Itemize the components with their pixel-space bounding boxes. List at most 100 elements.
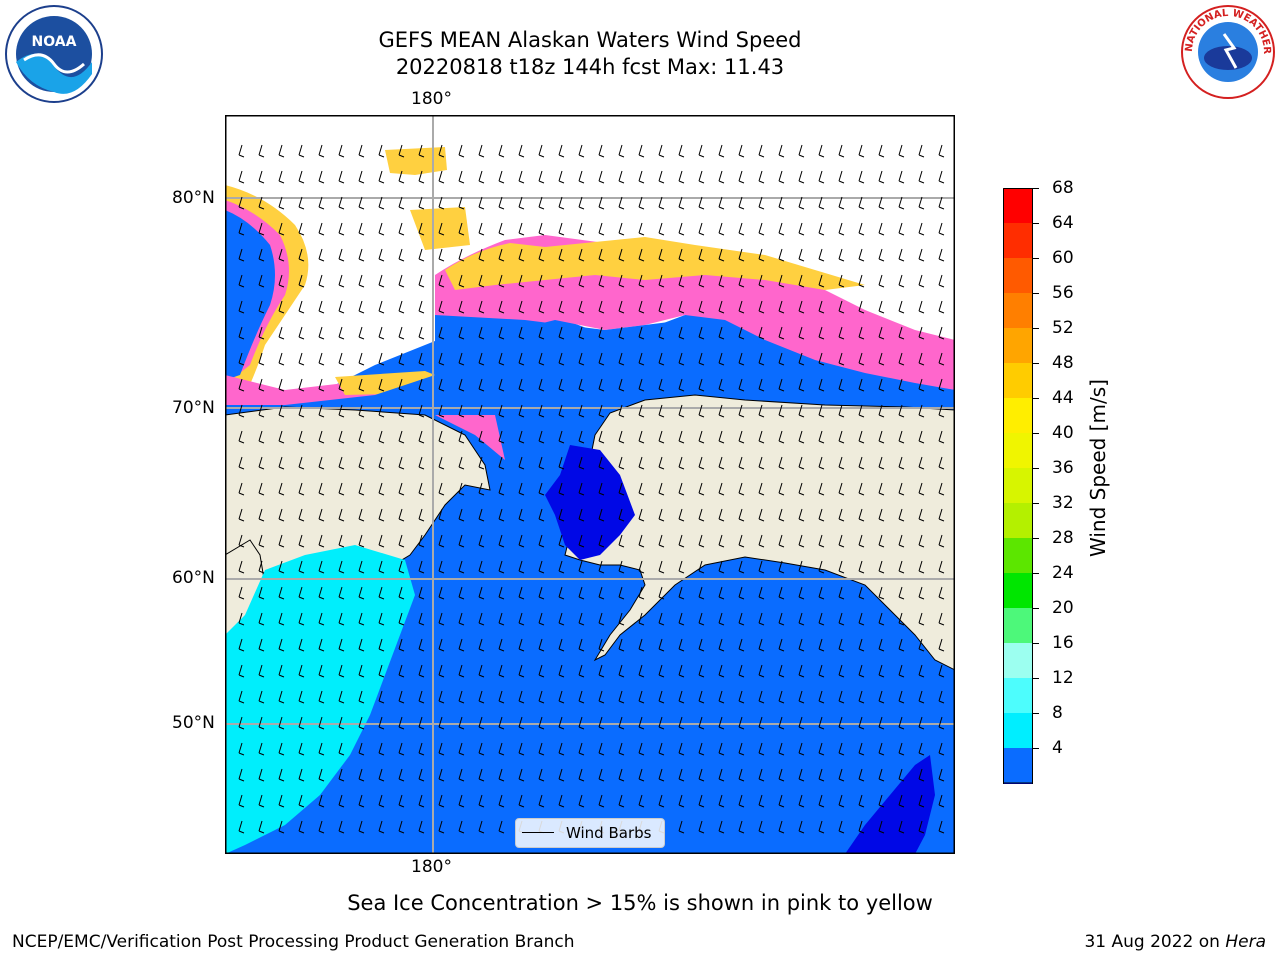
wind-barb: [638, 404, 645, 418]
wind-barb: [718, 560, 725, 574]
wind-barb: [458, 378, 465, 392]
wind-barb: [458, 586, 465, 600]
wind-barb: [518, 716, 525, 730]
wind-barb: [938, 430, 945, 444]
wind-barb: [518, 690, 525, 704]
wind-barb: [918, 378, 925, 392]
wind-barb: [838, 690, 845, 704]
wind-barb: [818, 430, 825, 444]
wind-barb: [658, 352, 665, 366]
wind-barb: [358, 404, 365, 418]
wind-barb: [498, 586, 505, 600]
wind-barb: [598, 430, 605, 444]
wind-barb: [918, 170, 925, 184]
wind-barb: [318, 534, 325, 548]
wind-barb: [718, 170, 725, 184]
wind-barb: [298, 820, 305, 834]
wind-barb: [718, 508, 725, 522]
colorbar-segment: [1003, 608, 1033, 643]
sea-ice-band-yellow: [445, 237, 865, 290]
wind-barb: [858, 768, 865, 782]
wind-barb: [398, 820, 405, 834]
wind-barb: [738, 690, 745, 704]
wind-barb: [358, 638, 365, 652]
wind-barb: [298, 404, 305, 418]
wind-barb: [298, 664, 305, 678]
wind-barb: [418, 326, 425, 340]
wind-barb: [718, 300, 725, 314]
lon-label-top: 180°: [411, 89, 452, 109]
colorbar-tick-label: 20: [1052, 598, 1074, 618]
wind-barb: [478, 352, 485, 366]
wind-barb: [938, 534, 945, 548]
wind-barb: [918, 534, 925, 548]
wind-barb: [238, 690, 245, 704]
wind-barb: [238, 430, 245, 444]
wind-barb: [738, 664, 745, 678]
wind-barb: [378, 690, 385, 704]
wind-barb: [538, 534, 545, 548]
wind-barb: [578, 404, 585, 418]
wind-barb: [298, 638, 305, 652]
wind-barb: [298, 482, 305, 496]
wind-barb: [678, 300, 685, 314]
wind-barb: [618, 300, 625, 314]
colorbar-segment: [1003, 538, 1033, 573]
wind-barb: [298, 248, 305, 262]
wind-barb: [558, 638, 565, 652]
wind-barb: [298, 430, 305, 444]
wind-barb: [698, 560, 705, 574]
wind-barb: [458, 794, 465, 808]
wind-barb: [578, 326, 585, 340]
wind-barb: [258, 638, 265, 652]
wind-barb: [638, 716, 645, 730]
wind-barb: [498, 352, 505, 366]
wind-barb: [738, 144, 745, 158]
colorbar-tick-mark: [1033, 398, 1039, 399]
wind-barb: [758, 508, 765, 522]
wind-barb: [278, 534, 285, 548]
wind-barb: [638, 768, 645, 782]
wind-barb: [298, 170, 305, 184]
wind-barb: [638, 378, 645, 392]
wind-barb: [418, 430, 425, 444]
wind-barb: [598, 222, 605, 236]
wind-barb: [718, 820, 725, 834]
wind-barb: [478, 560, 485, 574]
wind-barb: [898, 612, 905, 626]
wind-barb: [818, 820, 825, 834]
wind-barb: [458, 326, 465, 340]
wind-barb: [318, 820, 325, 834]
wind-barb: [478, 404, 485, 418]
wind-barb: [258, 222, 265, 236]
wind-barb: [278, 248, 285, 262]
wind-barb: [658, 170, 665, 184]
wind-barb: [558, 326, 565, 340]
wind-barb: [578, 612, 585, 626]
wind-barb: [358, 248, 365, 262]
wind-barb: [238, 352, 245, 366]
wind-barb: [738, 768, 745, 782]
wind-barb: [298, 456, 305, 470]
wind-barb: [718, 274, 725, 288]
wind-barb: [758, 664, 765, 678]
wind-barb: [578, 534, 585, 548]
wind-barb: [838, 820, 845, 834]
wind-barb: [598, 690, 605, 704]
wind-barb: [878, 508, 885, 522]
wind-barb: [738, 222, 745, 236]
wind-barb: [478, 300, 485, 314]
wind-barb: [878, 664, 885, 678]
wind-barb: [458, 638, 465, 652]
wind-barb: [298, 352, 305, 366]
wind-barb: [898, 690, 905, 704]
wind-barb: [658, 196, 665, 210]
wind-barb: [818, 716, 825, 730]
wind-barb: [898, 742, 905, 756]
colorbar-ticks: 68 64 60 56 52 48 44 40 36 32 28 24 20 16 12 8 4: [1033, 178, 1100, 758]
wind-barb: [258, 820, 265, 834]
wind-barb: [638, 638, 645, 652]
wind-barb: [898, 768, 905, 782]
wind-barb: [578, 560, 585, 574]
wind-barb: [478, 326, 485, 340]
